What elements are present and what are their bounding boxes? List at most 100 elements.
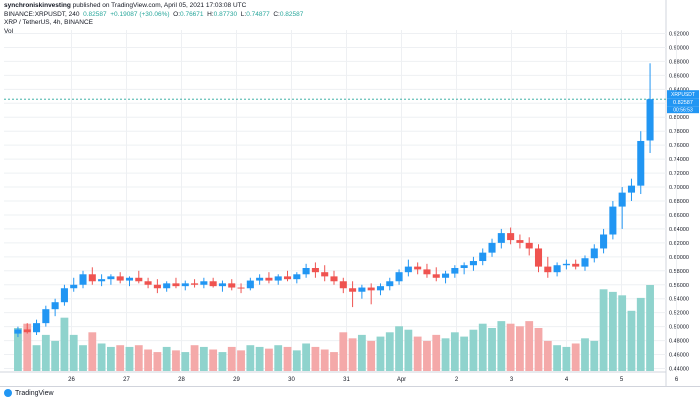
volume-bar [311,346,320,371]
volume-bar [423,340,431,371]
candle-body [51,302,59,310]
volume-bar [199,346,208,371]
volume-bar [460,336,469,371]
candle-body [116,276,124,281]
volume-bar [404,329,413,371]
volume-bar [469,329,478,371]
volume-bar [292,350,301,371]
volume-bar [116,345,125,371]
change-value: +0.19087 (+30.06%) [110,10,170,18]
volume-bar [478,323,487,371]
candle-body [14,329,22,334]
y-tick-label: 0.76000 [669,143,689,149]
volume-bar [581,338,589,371]
candle-body [432,274,440,278]
candle-body [646,99,654,141]
candle-body [451,268,459,274]
publisher-name[interactable]: synchroniskinvesting [4,2,71,9]
chart-header: synchroniskinvesting published on Tradin… [4,2,303,36]
candle-body [274,276,282,281]
candle-body [414,266,422,270]
volume-bar [646,285,654,371]
volume-bar [636,297,645,371]
volume-bar [255,346,264,371]
volume-bar [432,334,441,371]
volume-bar [32,345,41,371]
volume-bar [41,334,50,371]
candle-body [572,263,580,267]
y-tick-label: 0.86000 [669,73,689,79]
volume-bar [181,352,190,371]
y-tick-label: 0.62000 [669,241,689,247]
x-tick-label: 29 [233,377,240,383]
volume-bar [88,332,97,371]
candle-body [79,274,87,285]
volume-bar [60,317,69,371]
publisher-detail: published on TradingView.com, April 05, … [70,2,247,9]
candle-body [507,233,515,241]
candle-body [42,309,50,324]
price-tag-symbol: XRPUSDT [671,92,695,98]
open-value: 0.76671 [180,10,204,18]
candle-body [265,277,273,281]
candle-body [33,323,41,333]
candle-body [339,281,347,289]
volume-bar [339,332,348,371]
volume-legend: Vol [4,27,14,35]
volume-bar [627,310,636,371]
volume-bar [413,336,422,371]
candle-body [172,283,180,287]
volume-bar [357,334,366,371]
volume-bar [395,326,403,371]
y-tick-label: 0.64000 [669,227,689,233]
volume-bar [23,323,32,371]
y-tick-label: 0.78000 [669,129,689,135]
volume-bar [571,343,580,371]
volume-bar [144,349,152,371]
candle-body [191,283,199,285]
candle-body [590,248,598,259]
volume-bar [302,343,311,371]
y-tick-label: 0.92000 [669,31,689,37]
volume-bar [14,328,22,371]
candle-body [321,272,329,277]
candle-body [460,265,468,269]
high-value: 0.87730 [213,10,238,18]
low-value: 0.74877 [246,10,270,18]
volume-bar [320,349,329,371]
candle-body [218,283,226,287]
pair-title: XRP / TetherUS, 4h, BINANCE [4,19,93,26]
candle-body [367,287,375,291]
volume-bar [385,332,394,371]
candle-body [23,329,31,333]
price-tag-price: 0.82587 [673,100,693,106]
tradingview-logo[interactable]: TradingView [4,389,54,397]
y-tick-label: 0.58000 [669,269,689,275]
candlestick-chart[interactable]: 0.44000 0.46000 0.48000 0.50000 0.52000 0.540… [0,0,700,387]
candle-body [516,240,524,243]
price-tag-symbol-bg [667,90,699,99]
high-label: H: [207,10,214,18]
x-tick-label: 2 [455,377,459,383]
volume-bar [450,332,459,371]
x-tick-label: 31 [343,377,350,383]
price-tag-countdown-bg [667,106,699,114]
candle-body [534,248,543,267]
y-tick-label: 0.54000 [669,297,689,303]
candle-body [627,185,635,193]
symbol-ohlc-line: BINANCE:XRPUSDT, 240 0.82587 +0.19087 (+… [4,11,303,20]
candle-body [581,258,589,267]
candle-body [88,274,96,282]
volume-bar [543,340,552,371]
y-tick-label: 0.88000 [669,59,689,65]
y-tick-label: 0.56000 [669,283,689,289]
candle-body [497,233,505,243]
volume-bar [599,289,608,371]
candle-body [144,281,152,285]
volume-bar [79,345,87,371]
x-tick-label: 6 [675,377,679,383]
volume-bar [125,346,134,371]
y-tick-label: 0.72000 [669,171,689,177]
volume-bar [237,350,245,371]
candle-body [376,286,385,291]
